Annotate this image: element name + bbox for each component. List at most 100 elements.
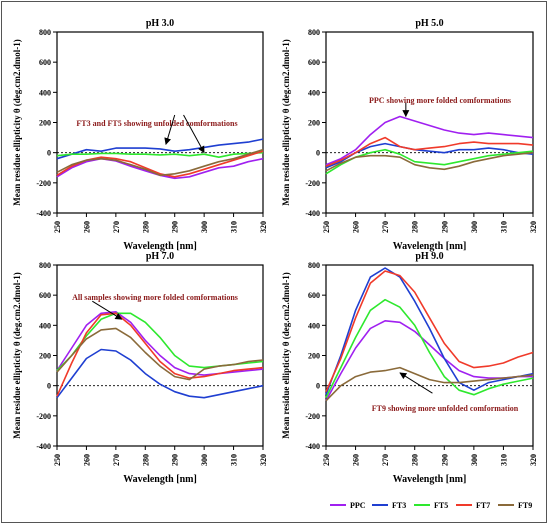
- x-tick-label: 300: [200, 221, 209, 233]
- y-tick-label: 800: [39, 28, 51, 37]
- y-tick-label: -200: [305, 412, 320, 421]
- y-tick-label: 400: [39, 88, 51, 97]
- x-tick-label: 320: [529, 221, 538, 233]
- x-tick-label: 270: [381, 454, 390, 466]
- x-tick-label: 250: [53, 221, 62, 233]
- series-line-ft3: [56, 138, 264, 160]
- series-line-ft3: [56, 348, 264, 399]
- y-tick-label: 200: [39, 119, 51, 128]
- annotation-text: FT9 showing more unfolded comformation: [372, 404, 519, 413]
- x-tick-label: 280: [411, 454, 420, 466]
- y-tick-label: -200: [36, 179, 51, 188]
- series-line-ft5: [56, 151, 264, 158]
- chart-title: pH 3.0: [146, 18, 174, 29]
- x-tick-label: 260: [352, 221, 361, 233]
- x-tick-label: 310: [499, 221, 508, 233]
- x-tick-label: 270: [112, 221, 121, 233]
- x-axis-label: Wavelength [nm]: [123, 241, 197, 252]
- x-tick-label: 260: [352, 454, 361, 466]
- y-tick-label: 600: [308, 58, 320, 67]
- y-tick-label: -200: [305, 179, 320, 188]
- legend-label-ppc: PPC: [350, 501, 366, 510]
- series-line-ppc: [325, 319, 533, 402]
- x-tick-label: 250: [322, 221, 331, 233]
- y-tick-label: -200: [36, 412, 51, 421]
- plot-area: [325, 264, 534, 447]
- plot-area: [325, 31, 534, 214]
- y-tick-label: 400: [308, 321, 320, 330]
- series-line-ft7: [325, 270, 534, 393]
- chart-panel-3: pH 7.0 -400 -200 0 200 400 600 800 250 260 270 280 2…: [12, 251, 268, 485]
- y-tick-label: 200: [308, 119, 320, 128]
- series-line-ft9: [56, 327, 264, 381]
- series-line-ft3: [325, 142, 534, 169]
- x-tick-label: 290: [440, 454, 449, 466]
- x-tick-label: 320: [259, 221, 268, 233]
- legend: PPC FT3 FT5 FT7 FT9: [330, 501, 532, 510]
- x-tick-label: 310: [499, 454, 508, 466]
- series-line-ft7: [56, 312, 264, 397]
- y-tick-label: 0: [47, 149, 51, 158]
- x-tick-label: 290: [171, 454, 180, 466]
- x-tick-label: 280: [411, 221, 420, 233]
- y-axis-label: Mean residue ellipticity θ (deg.cm2.dmol…: [281, 272, 291, 439]
- y-tick-label: -400: [36, 442, 51, 451]
- y-tick-label: 400: [39, 321, 51, 330]
- chart-title: pH 7.0: [146, 251, 174, 262]
- y-tick-label: 600: [39, 291, 51, 300]
- x-tick-label: 260: [82, 221, 91, 233]
- x-tick-label: 310: [230, 221, 239, 233]
- legend-label-ft9: FT9: [518, 501, 532, 510]
- y-axis-label: Mean residue ellipticity θ (deg.cm2.dmol…: [281, 39, 291, 206]
- series-line-ft9: [325, 366, 534, 402]
- y-tick-label: 800: [308, 28, 320, 37]
- y-tick-label: 800: [308, 261, 320, 270]
- series-line-ppc: [56, 310, 264, 376]
- y-tick-label: -400: [305, 209, 320, 218]
- chart-panel-2: pH 5.0 -400 -200 0 200 400 600 800 250 260 270 280 2…: [281, 18, 538, 252]
- chart-title: pH 5.0: [415, 18, 443, 29]
- x-tick-label: 310: [230, 454, 239, 466]
- y-axis-label: Mean residue ellipticity θ (deg.cm2.dmol…: [12, 272, 22, 439]
- annotation-arrow: [183, 114, 205, 154]
- x-tick-label: 320: [259, 454, 268, 466]
- y-tick-label: 0: [316, 382, 320, 391]
- x-tick-label: 320: [529, 454, 538, 466]
- series-line-ft3: [325, 267, 534, 395]
- x-tick-label: 300: [470, 221, 479, 233]
- annotation-text: FT3 and FT5 showing unfolded comformatio…: [76, 119, 237, 128]
- legend-label-ft3: FT3: [392, 501, 406, 510]
- series-line-ft5: [325, 148, 534, 175]
- annotation-arrow: [399, 372, 433, 394]
- legend-label-ft5: FT5: [434, 501, 448, 510]
- y-axis-label: Mean residue ellipticity θ (deg.cm2.dmol…: [12, 39, 22, 206]
- y-tick-label: 0: [47, 382, 51, 391]
- x-tick-label: 280: [141, 454, 150, 466]
- series-line-ft9: [56, 148, 264, 177]
- x-tick-label: 270: [381, 221, 390, 233]
- y-tick-label: -400: [36, 209, 51, 218]
- legend-label-ft7: FT7: [476, 501, 490, 510]
- x-tick-label: 300: [200, 454, 209, 466]
- x-tick-label: 290: [440, 221, 449, 233]
- y-tick-label: 400: [308, 88, 320, 97]
- chart-panel-1: pH 3.0 -400 -200 0 200 400 600 800 250 260 270 280 2…: [12, 18, 268, 252]
- y-tick-label: 200: [39, 352, 51, 361]
- y-tick-label: 0: [316, 149, 320, 158]
- x-tick-label: 300: [470, 454, 479, 466]
- x-axis-label: Wavelength [nm]: [393, 241, 467, 252]
- x-tick-label: 250: [53, 454, 62, 466]
- x-axis-label: Wavelength [nm]: [393, 474, 467, 485]
- series-line-ppc: [325, 115, 534, 166]
- x-tick-label: 280: [141, 221, 150, 233]
- y-tick-label: 600: [308, 291, 320, 300]
- series-line-ft5: [325, 298, 534, 399]
- x-tick-label: 270: [112, 454, 121, 466]
- x-axis-label: Wavelength [nm]: [123, 474, 197, 485]
- chart-panel-4: pH 9.0 -400 -200 0 200 400 600 800 250 260 270 280 2…: [281, 251, 538, 485]
- y-tick-label: 600: [39, 58, 51, 67]
- y-tick-label: 200: [308, 352, 320, 361]
- series-line-ft7: [325, 136, 534, 167]
